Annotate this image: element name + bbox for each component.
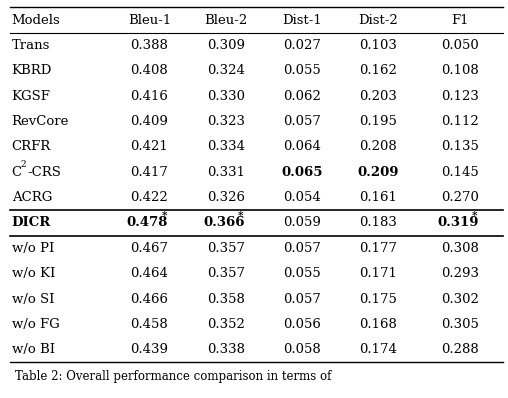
Text: 0.145: 0.145 [441, 166, 479, 179]
Text: w/o KI: w/o KI [12, 267, 55, 280]
Text: 0.135: 0.135 [441, 140, 479, 153]
Text: Bleu-1: Bleu-1 [128, 14, 171, 27]
Text: 0.171: 0.171 [360, 267, 397, 280]
Text: w/o FG: w/o FG [12, 318, 59, 331]
Text: 0.417: 0.417 [131, 166, 168, 179]
Text: 0.331: 0.331 [207, 166, 245, 179]
Text: 0.421: 0.421 [131, 140, 168, 153]
Text: 0.203: 0.203 [360, 90, 397, 103]
Text: 0.358: 0.358 [207, 293, 245, 306]
Text: KBRD: KBRD [12, 64, 52, 77]
Text: 0.466: 0.466 [131, 293, 168, 306]
Text: 0.174: 0.174 [360, 343, 397, 356]
Text: DICR: DICR [12, 217, 51, 230]
Text: 0.302: 0.302 [441, 293, 479, 306]
Text: 0.161: 0.161 [360, 191, 397, 204]
Text: 0.056: 0.056 [283, 318, 321, 331]
Text: 0.059: 0.059 [283, 217, 321, 230]
Text: KGSF: KGSF [12, 90, 51, 103]
Text: 0.050: 0.050 [441, 39, 479, 52]
Text: 0.330: 0.330 [207, 90, 245, 103]
Text: F1: F1 [451, 14, 468, 27]
Text: 0.352: 0.352 [207, 318, 245, 331]
Text: 0.319: 0.319 [437, 217, 479, 230]
Text: 0.270: 0.270 [441, 191, 479, 204]
Text: 0.416: 0.416 [131, 90, 168, 103]
Text: -CRS: -CRS [27, 166, 61, 179]
Text: w/o SI: w/o SI [12, 293, 54, 306]
Text: 0.338: 0.338 [207, 343, 245, 356]
Text: *: * [472, 210, 478, 221]
Text: 0.208: 0.208 [360, 140, 397, 153]
Text: 0.065: 0.065 [281, 166, 323, 179]
Text: 0.055: 0.055 [283, 64, 321, 77]
Text: RevCore: RevCore [12, 115, 69, 128]
Text: CRFR: CRFR [12, 140, 51, 153]
Text: 0.467: 0.467 [131, 242, 168, 255]
Text: 0.175: 0.175 [360, 293, 397, 306]
Text: 0.195: 0.195 [360, 115, 397, 128]
Text: 0.293: 0.293 [441, 267, 479, 280]
Text: 0.305: 0.305 [441, 318, 479, 331]
Text: Table 2: Overall performance comparison in terms of: Table 2: Overall performance comparison … [15, 370, 332, 383]
Text: 0.058: 0.058 [283, 343, 321, 356]
Text: 0.478: 0.478 [127, 217, 168, 230]
Text: 0.177: 0.177 [360, 242, 397, 255]
Text: *: * [238, 210, 243, 221]
Text: C: C [12, 166, 22, 179]
Text: 0.112: 0.112 [441, 115, 479, 128]
Text: 2: 2 [20, 160, 26, 169]
Text: 0.123: 0.123 [441, 90, 479, 103]
Text: 0.334: 0.334 [207, 140, 245, 153]
Text: 0.326: 0.326 [207, 191, 245, 204]
Text: 0.057: 0.057 [283, 293, 321, 306]
Text: 0.288: 0.288 [441, 343, 479, 356]
Text: 0.464: 0.464 [131, 267, 168, 280]
Text: 0.408: 0.408 [131, 64, 168, 77]
Text: Dist-2: Dist-2 [359, 14, 398, 27]
Text: Dist-1: Dist-1 [282, 14, 322, 27]
Text: *: * [162, 210, 167, 221]
Text: 0.183: 0.183 [360, 217, 397, 230]
Text: 0.064: 0.064 [283, 140, 321, 153]
Text: 0.357: 0.357 [207, 267, 245, 280]
Text: 0.357: 0.357 [207, 242, 245, 255]
Text: 0.055: 0.055 [283, 267, 321, 280]
Text: 0.366: 0.366 [203, 217, 245, 230]
Text: 0.103: 0.103 [360, 39, 397, 52]
Text: 0.054: 0.054 [283, 191, 321, 204]
Text: 0.162: 0.162 [360, 64, 397, 77]
Text: 0.168: 0.168 [360, 318, 397, 331]
Text: 0.409: 0.409 [131, 115, 168, 128]
Text: 0.057: 0.057 [283, 242, 321, 255]
Text: 0.057: 0.057 [283, 115, 321, 128]
Text: 0.209: 0.209 [358, 166, 399, 179]
Text: 0.108: 0.108 [441, 64, 479, 77]
Text: 0.062: 0.062 [283, 90, 321, 103]
Text: 0.309: 0.309 [207, 39, 245, 52]
Text: Models: Models [12, 14, 60, 27]
Text: 0.439: 0.439 [131, 343, 168, 356]
Text: 0.422: 0.422 [131, 191, 168, 204]
Text: 0.458: 0.458 [131, 318, 168, 331]
Text: w/o PI: w/o PI [12, 242, 54, 255]
Text: Bleu-2: Bleu-2 [204, 14, 247, 27]
Text: 0.388: 0.388 [131, 39, 168, 52]
Text: 0.323: 0.323 [207, 115, 245, 128]
Text: 0.308: 0.308 [441, 242, 479, 255]
Text: ACRG: ACRG [12, 191, 52, 204]
Text: w/o BI: w/o BI [12, 343, 55, 356]
Text: 0.324: 0.324 [207, 64, 245, 77]
Text: 0.027: 0.027 [283, 39, 321, 52]
Text: Trans: Trans [12, 39, 50, 52]
